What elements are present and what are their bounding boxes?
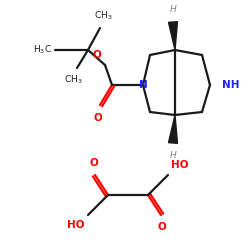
Polygon shape [168,115,177,143]
Text: CH$_3$: CH$_3$ [64,74,82,86]
Text: NH: NH [222,80,240,90]
Text: N: N [138,80,147,90]
Text: H: H [170,5,176,14]
Text: O: O [94,113,102,123]
Text: H$_3$C: H$_3$C [33,44,52,56]
Text: HO: HO [68,220,85,230]
Text: O: O [92,50,101,60]
Text: H: H [170,151,176,160]
Text: O: O [158,222,166,232]
Text: HO: HO [171,160,188,170]
Text: CH$_3$: CH$_3$ [94,10,112,22]
Polygon shape [168,22,177,50]
Text: O: O [90,158,98,168]
